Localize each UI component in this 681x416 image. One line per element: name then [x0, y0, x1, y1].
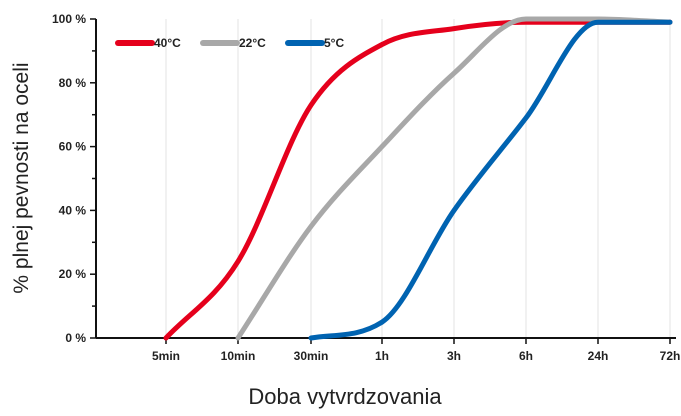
y-tick-label: 80 %: [59, 76, 87, 90]
series-line-2: [308, 19, 673, 341]
x-tick-label: 5min: [152, 349, 180, 363]
x-tick-label: 30min: [294, 349, 329, 363]
legend-label-2: 5°C: [324, 36, 344, 50]
x-tick-label: 3h: [447, 349, 461, 363]
axes: 5min 10min 30min 1h 3h 6h 24h 72h 0 % 20 % 40 % 60 …: [52, 12, 680, 363]
legend-label-1: 22°C: [239, 36, 266, 50]
y-tick-label: 40 %: [59, 203, 87, 217]
series-line-1: [235, 16, 673, 341]
series-lines: [163, 16, 673, 341]
x-tick-label: 10min: [221, 349, 256, 363]
y-tick-label: 0 %: [65, 331, 86, 345]
x-tick-label: 24h: [588, 349, 609, 363]
legend-label-0: 40°C: [154, 36, 181, 50]
x-tick-label: 72h: [660, 349, 681, 363]
x-axis-title: Doba vytvrdzovania: [248, 384, 442, 409]
grid-lines: [165, 19, 671, 338]
y-tick-label: 100 %: [52, 12, 86, 26]
y-axis-title: % plnej pevnosti na oceli: [10, 62, 33, 293]
x-tick-label: 6h: [519, 349, 533, 363]
y-tick-label: 20 %: [59, 267, 87, 281]
y-tick-label: 60 %: [59, 140, 87, 154]
legend: 40°C 22°C 5°C: [115, 36, 344, 50]
x-tick-label: 1h: [375, 349, 389, 363]
series-line-0: [163, 19, 673, 341]
